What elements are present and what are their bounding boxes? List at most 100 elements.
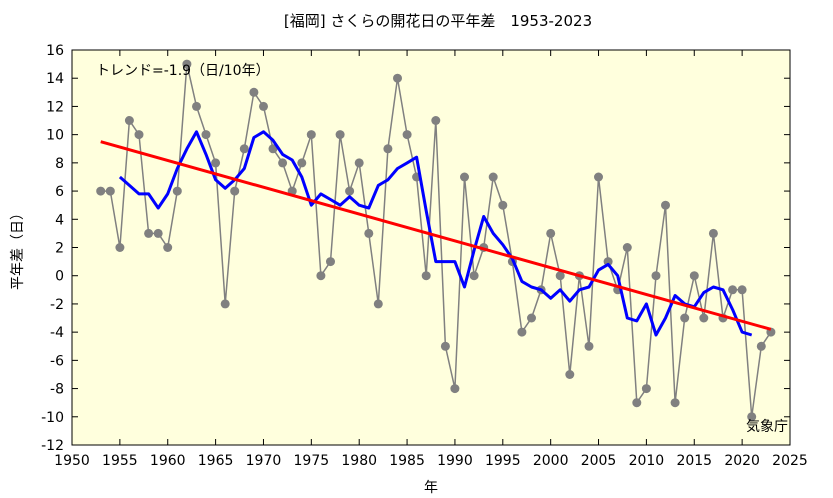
annual-point [383,144,393,154]
annual-point [689,271,699,281]
annual-point [259,101,268,111]
chart-title: [福岡] さくらの開花日の平年差 1953-2023 [284,12,592,30]
y-tick-label: 16 [46,43,64,59]
x-tick-label: 2015 [676,453,712,469]
x-tick-label: 1965 [198,453,234,469]
moving-average-series [118,130,753,337]
trend-line [100,140,772,331]
y-axis-label: 平年差（日） [10,206,26,290]
annual-point [584,341,594,351]
annual-point [546,228,556,238]
annual-point [517,327,527,337]
y-tick-label: 8 [55,156,64,172]
annual-point [278,158,288,168]
annual-point [431,116,441,125]
annual-point [230,186,240,196]
annual-point [469,271,479,281]
y-tick-label: 2 [55,241,64,257]
y-tick-label: -10 [41,410,64,426]
annual-point [622,243,632,252]
x-axis-label: 年 [424,480,438,496]
trend-annotation: トレンド=-1.9（日/10年） [96,63,270,79]
annual-point [699,313,709,323]
y-tick-label: 4 [55,212,64,228]
annual-point [354,158,364,168]
y-tick-label: 14 [46,71,64,87]
annual-point [182,59,192,69]
annual-point [96,186,106,196]
y-tick-label: -6 [50,353,64,369]
y-tick-label: -4 [50,325,64,341]
annual-point [737,285,747,295]
annual-point [450,384,460,394]
x-tick-label: 1990 [437,453,473,469]
annual-point [565,370,575,379]
annual-point [192,101,201,111]
annual-point [747,412,757,422]
y-tick-label: -2 [50,297,64,313]
x-tick-label: 2005 [581,453,617,469]
annual-point [105,186,115,196]
annual-point [124,116,134,125]
y-tick-label: -12 [41,438,64,454]
x-tick-label: 1995 [485,453,521,469]
annual-point [144,228,154,238]
x-tick-label: 2025 [772,453,808,469]
annual-point [335,130,345,140]
annual-point [201,130,211,140]
annual-point [632,398,642,408]
plot-area [72,50,790,445]
annual-point [153,228,163,238]
annual-point [661,200,670,210]
x-tick-label: 2000 [533,453,569,469]
annual-point [249,87,259,97]
annual-point [134,130,144,140]
x-tick-label: 1955 [102,453,138,469]
annual-point [421,271,431,281]
annual-point [555,271,565,281]
y-tick-label: 6 [55,184,64,200]
x-tick-label: 1975 [294,453,330,469]
x-axis: 1950 1955 1960 1965 1970 1975 1980 1985 1990 1995… [54,50,808,469]
annual-point [603,257,613,267]
annual-point [594,172,603,182]
x-tick-label: 2010 [629,453,665,469]
x-tick-label: 1980 [341,453,377,469]
annual-point [316,271,326,281]
x-tick-label: 2020 [724,453,760,469]
y-tick-label: -8 [50,382,64,398]
annual-point [488,172,498,182]
annual-point [163,243,173,252]
annual-point [115,243,125,252]
annual-point [345,186,355,196]
annual-point [527,313,536,323]
annual-point [670,398,680,408]
moving-average-line [118,130,753,337]
annual-point [402,130,412,140]
annual-point [211,158,221,168]
annual-point [239,144,249,154]
annual-point [393,73,402,83]
annual-point [373,299,383,309]
annual-point [460,172,469,182]
annual-point [728,285,738,295]
x-tick-label: 1985 [389,453,425,469]
annual-point [326,257,335,267]
annual-point [756,341,766,351]
y-tick-label: 0 [55,269,64,285]
x-tick-label: 1970 [246,453,282,469]
annual-point [708,228,718,238]
annual-point [651,271,661,281]
annual-point [297,158,307,168]
y-axis: -12 -10 -8 -6 -4 -2 0 2 4 6 8 10 12 14 16 [41,43,790,454]
annual-point [440,341,450,351]
y-tick-label: 10 [46,128,64,144]
y-tick-label: 12 [46,99,64,115]
source-label: 気象庁 [746,419,788,435]
x-tick-label: 1960 [150,453,186,469]
trend-series [100,140,772,331]
annual-point [172,186,182,196]
annual-point [498,200,508,210]
annual-point [220,299,230,309]
